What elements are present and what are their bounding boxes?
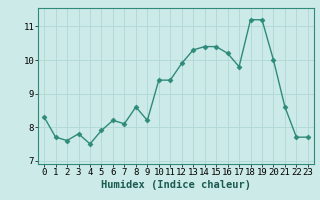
X-axis label: Humidex (Indice chaleur): Humidex (Indice chaleur) bbox=[101, 180, 251, 190]
